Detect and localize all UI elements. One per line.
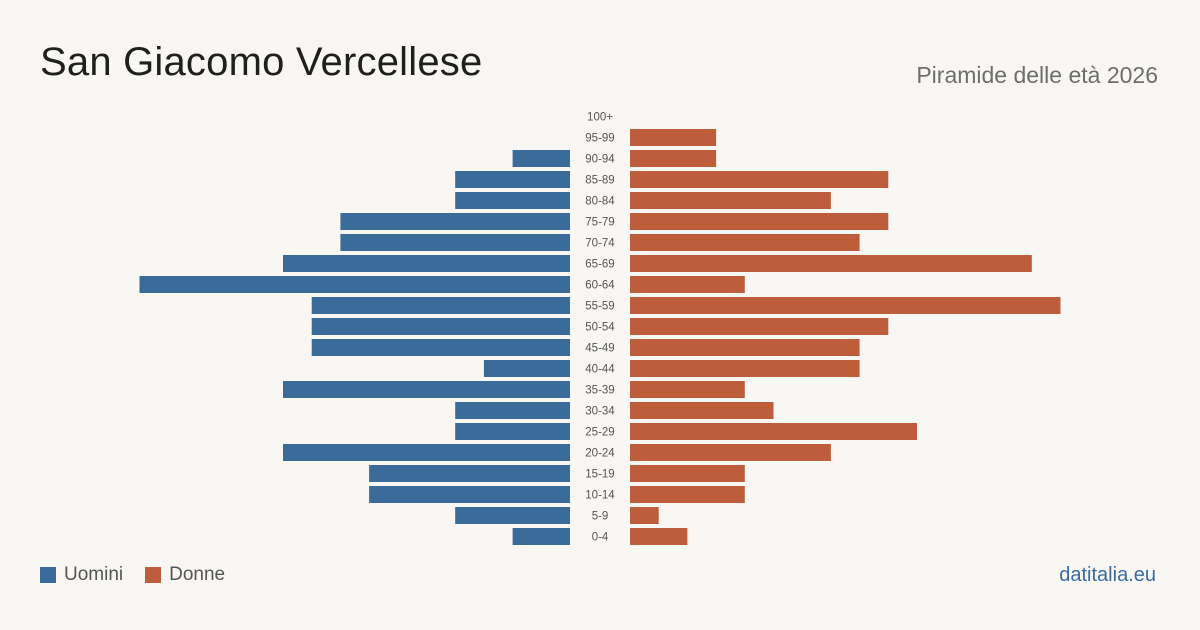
age-label-30-34: 30-34 — [585, 406, 615, 418]
bar-women-15-19 — [630, 465, 745, 482]
age-label-90-94: 90-94 — [585, 154, 615, 166]
age-label-55-59: 55-59 — [585, 301, 614, 313]
age-label-35-39: 35-39 — [585, 385, 614, 397]
bar-women-25-29 — [630, 423, 917, 440]
bar-women-45-49 — [630, 339, 860, 356]
bar-men-30-34 — [455, 402, 570, 419]
bar-men-65-69 — [283, 255, 570, 272]
bar-women-80-84 — [630, 192, 831, 209]
chart-subtitle: Piramide delle età 2026 — [916, 62, 1158, 88]
age-label-100+: 100+ — [587, 112, 613, 124]
age-label-25-29: 25-29 — [585, 427, 614, 439]
age-label-5-9: 5-9 — [592, 511, 609, 523]
bar-men-35-39 — [283, 381, 570, 398]
bar-women-40-44 — [630, 360, 860, 377]
chart-legend: Uomini Donne — [40, 564, 225, 586]
bar-women-30-34 — [630, 402, 774, 419]
bar-men-60-64 — [139, 276, 570, 293]
legend-swatch-women — [145, 567, 162, 583]
age-label-65-69: 65-69 — [585, 259, 614, 271]
legend-item-men: Uomini — [40, 564, 123, 586]
bar-men-90-94 — [512, 150, 570, 167]
bar-women-70-74 — [630, 234, 860, 251]
age-label-20-24: 20-24 — [585, 448, 615, 460]
bar-women-10-14 — [630, 486, 745, 503]
bar-men-75-79 — [340, 213, 570, 230]
bar-women-65-69 — [630, 255, 1032, 272]
bar-women-35-39 — [630, 381, 745, 398]
bar-women-55-59 — [630, 297, 1061, 314]
bar-men-15-19 — [369, 465, 570, 482]
age-label-40-44: 40-44 — [585, 364, 615, 376]
bar-women-95-99 — [630, 129, 717, 146]
bar-men-5-9 — [455, 507, 570, 524]
page-title: San Giacomo Vercellese — [40, 40, 483, 84]
bar-women-20-24 — [630, 444, 831, 461]
bar-men-55-59 — [311, 297, 570, 314]
bar-women-90-94 — [630, 150, 717, 167]
bar-men-50-54 — [311, 318, 570, 335]
legend-swatch-men — [40, 567, 56, 583]
population-pyramid-chart: 100+ 95-99 90-94 85-89 80-84 75-79 70-74 65-69 6… — [139, 112, 1061, 545]
bar-men-80-84 — [455, 192, 570, 209]
bar-women-85-89 — [630, 171, 889, 188]
bar-men-40-44 — [483, 360, 570, 377]
age-label-95-99: 95-99 — [585, 133, 614, 145]
age-label-15-19: 15-19 — [585, 469, 614, 481]
bar-women-0-4 — [630, 528, 688, 545]
age-label-70-74: 70-74 — [585, 238, 615, 250]
bar-men-25-29 — [455, 423, 570, 440]
bar-men-0-4 — [512, 528, 570, 545]
age-label-50-54: 50-54 — [585, 322, 615, 334]
bar-men-20-24 — [283, 444, 570, 461]
bar-women-50-54 — [630, 318, 889, 335]
bar-women-75-79 — [630, 213, 889, 230]
source-link[interactable]: datitalia.eu — [1059, 564, 1156, 586]
legend-label-women: Donne — [169, 564, 226, 585]
legend-item-women: Donne — [145, 564, 225, 586]
age-label-60-64: 60-64 — [585, 280, 615, 292]
bar-men-10-14 — [369, 486, 570, 503]
bar-women-5-9 — [630, 507, 659, 524]
age-label-80-84: 80-84 — [585, 196, 615, 208]
age-label-85-89: 85-89 — [585, 175, 614, 187]
legend-label-men: Uomini — [64, 564, 124, 585]
bar-men-45-49 — [311, 339, 570, 356]
bar-women-60-64 — [630, 276, 745, 293]
bar-men-85-89 — [455, 171, 570, 188]
bar-men-70-74 — [340, 234, 570, 251]
age-label-75-79: 75-79 — [585, 217, 614, 229]
age-label-0-4: 0-4 — [592, 532, 609, 544]
age-label-45-49: 45-49 — [585, 343, 614, 355]
age-label-10-14: 10-14 — [585, 490, 615, 502]
